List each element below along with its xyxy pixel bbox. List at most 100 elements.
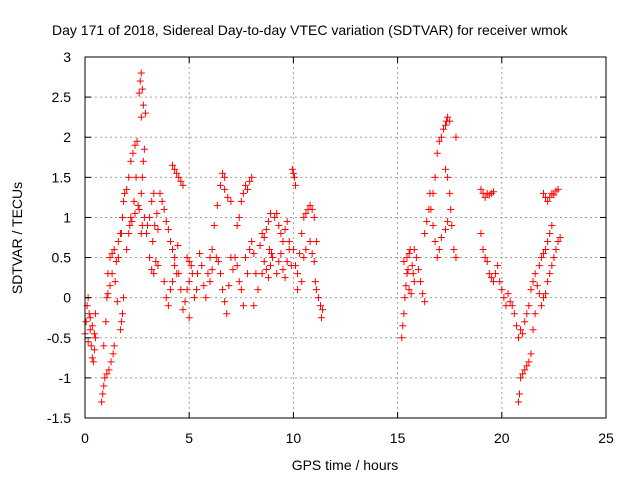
data-point <box>523 362 531 370</box>
data-point <box>113 298 121 306</box>
data-point <box>550 191 558 199</box>
data-point <box>529 278 537 286</box>
data-point <box>523 310 531 318</box>
data-point <box>450 246 458 254</box>
data-point <box>100 382 108 390</box>
data-point <box>508 302 516 310</box>
data-point <box>294 286 302 294</box>
data-point <box>510 310 518 318</box>
data-point <box>260 258 268 266</box>
data-point <box>177 177 185 185</box>
data-point <box>300 254 308 262</box>
data-point <box>117 318 125 326</box>
data-point <box>221 185 229 193</box>
data-point <box>281 274 289 282</box>
data-point <box>410 278 418 286</box>
data-point <box>90 346 98 354</box>
data-point <box>306 238 314 246</box>
data-point <box>208 246 216 254</box>
data-point <box>84 338 92 346</box>
data-point <box>439 125 447 133</box>
data-point <box>112 258 120 266</box>
data-point <box>254 286 262 294</box>
data-point <box>444 217 452 225</box>
data-point <box>89 358 97 366</box>
data-point <box>498 286 506 294</box>
data-point <box>300 213 308 221</box>
data-point <box>137 189 145 197</box>
data-point <box>539 250 547 258</box>
data-point <box>233 221 241 229</box>
data-point <box>483 258 491 266</box>
data-point <box>504 290 512 298</box>
data-point <box>136 77 144 85</box>
data-point <box>252 270 260 278</box>
data-point <box>264 274 272 282</box>
data-point <box>546 229 554 237</box>
data-point <box>268 250 276 258</box>
data-point <box>529 326 537 334</box>
data-point <box>86 326 94 334</box>
data-point <box>99 390 107 398</box>
data-point <box>150 189 158 197</box>
data-point <box>169 246 177 254</box>
data-point <box>481 254 489 262</box>
data-point <box>405 250 413 258</box>
data-point <box>119 310 127 318</box>
data-point <box>542 246 550 254</box>
data-point <box>408 262 416 270</box>
data-point <box>412 254 420 262</box>
data-point <box>433 254 441 262</box>
data-point <box>403 254 411 262</box>
data-point <box>417 278 425 286</box>
data-point <box>129 149 137 157</box>
x-tick-label: 10 <box>286 430 302 446</box>
data-point <box>219 286 227 294</box>
data-point <box>237 286 245 294</box>
data-point <box>273 270 281 278</box>
data-point <box>248 173 256 181</box>
data-point <box>539 189 547 197</box>
data-point <box>535 290 543 298</box>
data-point <box>162 217 170 225</box>
data-point <box>134 201 142 209</box>
data-point <box>519 330 527 338</box>
data-point <box>548 262 556 270</box>
data-point <box>310 213 318 221</box>
data-point <box>548 221 556 229</box>
data-point <box>291 181 299 189</box>
data-point <box>269 254 277 262</box>
data-point <box>298 229 306 237</box>
data-point <box>140 145 148 153</box>
grid-lines <box>85 57 606 418</box>
data-point <box>131 209 139 217</box>
data-point <box>442 121 450 129</box>
data-point <box>399 322 407 330</box>
data-point <box>235 213 243 221</box>
data-point <box>262 225 270 233</box>
data-point <box>312 286 320 294</box>
data-point <box>447 205 455 213</box>
data-point <box>283 217 291 225</box>
data-point <box>123 185 131 193</box>
data-point <box>410 246 418 254</box>
data-point <box>126 221 134 229</box>
data-point <box>87 342 95 350</box>
data-point <box>288 165 296 173</box>
data-point <box>405 286 413 294</box>
data-point <box>91 334 99 342</box>
data-point <box>173 169 181 177</box>
data-point <box>514 334 522 342</box>
data-point <box>141 109 149 117</box>
data-point <box>235 278 243 286</box>
data-point <box>494 262 502 270</box>
data-point <box>241 181 249 189</box>
data-point <box>139 157 147 165</box>
data-point <box>166 238 174 246</box>
data-point <box>306 201 314 209</box>
data-point <box>90 330 98 338</box>
data-point <box>190 294 198 302</box>
y-tick-labels: -1.5 -1 -0.5 0 0.5 1 1.5 2 2.5 3 <box>47 49 71 426</box>
y-tick-label: 3 <box>63 49 71 65</box>
data-point <box>133 137 141 145</box>
